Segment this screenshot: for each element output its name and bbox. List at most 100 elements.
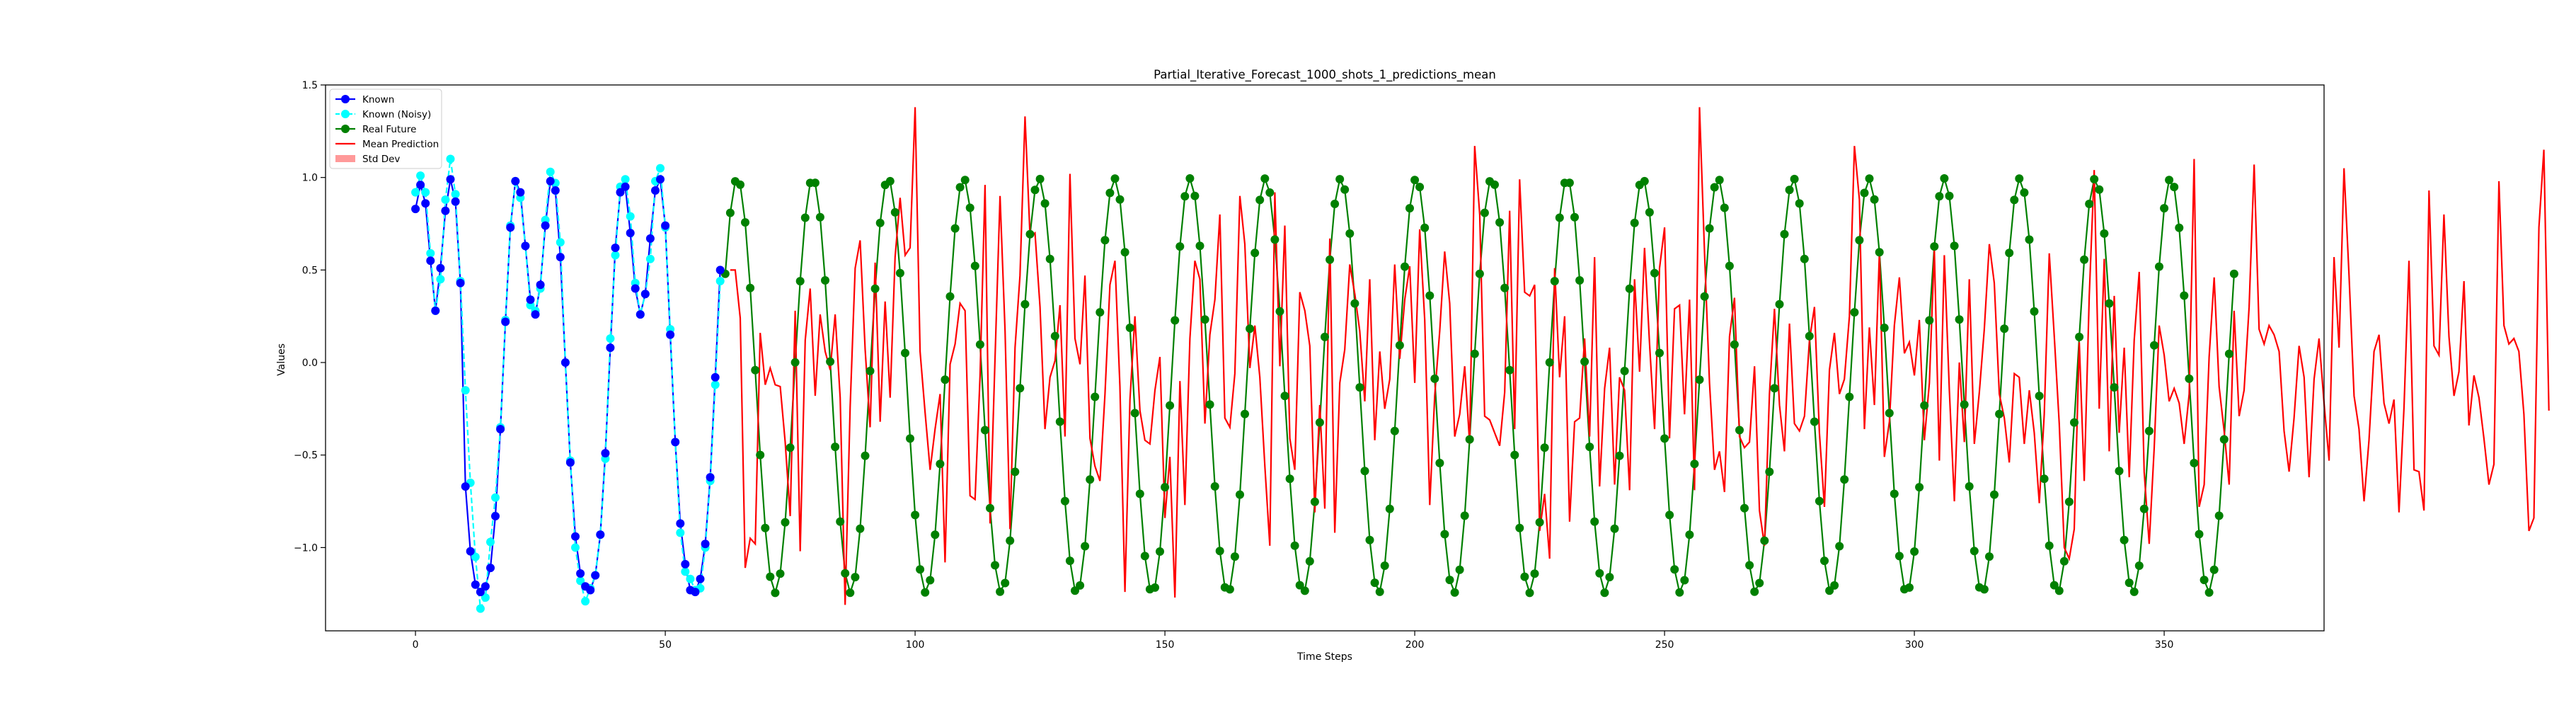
real-future-point bbox=[2064, 497, 2074, 506]
known-noisy-point bbox=[481, 593, 490, 602]
real-future-point bbox=[1350, 299, 1359, 308]
known-noisy-point bbox=[676, 528, 685, 537]
known-point bbox=[586, 586, 595, 595]
real-future-point bbox=[1720, 203, 1729, 212]
real-future-point bbox=[1915, 483, 1924, 492]
real-future-point bbox=[800, 213, 810, 222]
real-future-point bbox=[2059, 556, 2069, 566]
real-future-point bbox=[1275, 307, 1284, 316]
known-point bbox=[576, 569, 585, 578]
x-tick-label: 350 bbox=[2155, 639, 2174, 651]
real-future-point bbox=[1595, 569, 1604, 578]
real-future-point bbox=[1490, 180, 1499, 189]
real-future-point bbox=[1340, 185, 1350, 194]
known-point bbox=[656, 175, 665, 184]
real-future-point bbox=[960, 176, 970, 185]
real-future-point bbox=[1016, 384, 1025, 393]
known-noisy-point bbox=[606, 334, 615, 343]
real-future-point bbox=[1156, 547, 1164, 556]
x-tick-label: 100 bbox=[906, 639, 925, 651]
real-future-point bbox=[2110, 383, 2119, 392]
real-future-point bbox=[1765, 467, 1774, 476]
known-noisy-point bbox=[681, 567, 690, 576]
known-noisy-point bbox=[571, 543, 580, 552]
real-future-point bbox=[1246, 324, 1255, 333]
real-future-point bbox=[2190, 459, 2199, 467]
real-future-point bbox=[1290, 541, 1299, 550]
real-future-point bbox=[1425, 291, 1434, 300]
real-future-point bbox=[1820, 556, 1829, 566]
known-point bbox=[591, 571, 600, 580]
real-future-point bbox=[1270, 235, 1280, 244]
known-noisy-point bbox=[426, 249, 435, 258]
real-future-point bbox=[1001, 578, 1010, 588]
legend-label-std: Std Dev bbox=[362, 154, 400, 165]
real-future-point bbox=[836, 517, 845, 526]
real-future-point bbox=[1770, 384, 1779, 393]
real-future-point bbox=[1410, 176, 1420, 185]
real-future-point bbox=[1065, 556, 1074, 566]
real-future-point bbox=[1395, 341, 1404, 350]
real-future-point bbox=[1650, 268, 1659, 278]
real-future-point bbox=[870, 284, 880, 293]
known-point bbox=[531, 310, 540, 319]
real-future-point bbox=[890, 207, 899, 217]
real-future-point bbox=[950, 224, 960, 233]
real-future-point bbox=[1420, 223, 1430, 232]
real-future-point bbox=[776, 569, 785, 578]
plot-frame bbox=[325, 84, 2325, 632]
real-future-point bbox=[980, 426, 989, 435]
legend-marker-noisy bbox=[341, 110, 350, 118]
real-future-point bbox=[1810, 417, 1819, 426]
real-future-point bbox=[1260, 174, 1270, 183]
real-future-point bbox=[1040, 199, 1050, 208]
real-future-point bbox=[1390, 426, 1399, 435]
real-future-point bbox=[1830, 581, 1839, 590]
legend-label-known: Known bbox=[362, 94, 394, 105]
known-point bbox=[631, 284, 640, 293]
real-future-point bbox=[2170, 183, 2179, 192]
real-future-point bbox=[1505, 365, 1514, 375]
known-point bbox=[596, 530, 605, 539]
real-future-point bbox=[1435, 459, 1444, 467]
real-future-point bbox=[1455, 565, 1464, 574]
real-future-point bbox=[1665, 510, 1674, 520]
real-future-point bbox=[1835, 542, 1844, 551]
known-noisy-point bbox=[546, 167, 555, 176]
x-tick-label: 0 bbox=[413, 639, 419, 651]
real-future-point bbox=[1086, 475, 1095, 484]
real-future-point bbox=[931, 530, 940, 539]
real-future-point bbox=[795, 277, 805, 286]
real-future-point bbox=[970, 261, 979, 270]
real-future-point bbox=[1535, 518, 1544, 527]
known-noisy-point bbox=[581, 597, 590, 606]
real-future-point bbox=[841, 569, 850, 578]
real-future-point bbox=[1965, 482, 1974, 491]
real-future-point bbox=[2020, 188, 2029, 197]
known-noisy-point bbox=[441, 195, 450, 204]
known-noisy-point bbox=[451, 190, 460, 199]
real-future-point bbox=[1700, 292, 1709, 301]
real-future-point bbox=[1415, 183, 1425, 192]
real-future-point bbox=[1890, 489, 1899, 498]
real-future-point bbox=[1815, 496, 1824, 506]
known-noisy-point bbox=[486, 537, 495, 547]
real-future-point bbox=[885, 176, 895, 185]
real-future-point bbox=[1625, 284, 1634, 293]
real-future-point bbox=[1430, 374, 1439, 383]
real-future-point bbox=[1060, 496, 1069, 506]
real-future-point bbox=[1910, 547, 1919, 556]
real-future-point bbox=[756, 450, 765, 459]
real-future-point bbox=[1925, 316, 1934, 325]
real-future-point bbox=[2010, 195, 2019, 205]
real-future-point bbox=[2139, 504, 2149, 513]
known-point bbox=[645, 234, 655, 243]
real-future-point bbox=[1680, 576, 1689, 585]
known-point bbox=[560, 358, 570, 367]
known-point bbox=[636, 310, 645, 319]
real-future-point bbox=[1865, 174, 1874, 183]
real-future-point bbox=[1091, 392, 1100, 401]
known-noisy-point bbox=[421, 188, 430, 197]
real-future-point bbox=[1280, 392, 1289, 401]
